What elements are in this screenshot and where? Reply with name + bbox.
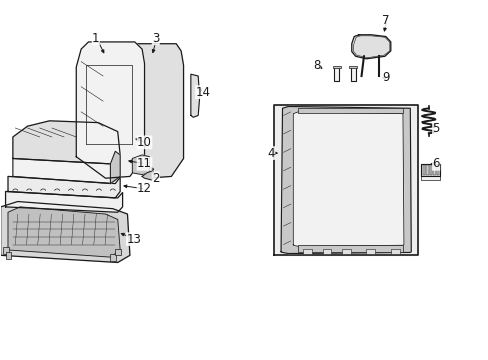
Polygon shape xyxy=(293,112,403,246)
Bar xyxy=(420,176,439,180)
Bar xyxy=(348,66,356,68)
Bar xyxy=(298,245,402,252)
Polygon shape xyxy=(8,207,120,257)
Text: 12: 12 xyxy=(137,183,152,195)
Bar xyxy=(366,249,374,254)
Bar xyxy=(432,165,435,175)
Bar xyxy=(115,249,121,255)
Text: 5: 5 xyxy=(431,122,439,135)
Polygon shape xyxy=(0,202,130,262)
Polygon shape xyxy=(8,176,120,198)
Bar xyxy=(341,249,350,254)
Bar xyxy=(422,165,425,175)
Bar xyxy=(303,249,311,254)
Bar xyxy=(322,249,330,254)
Polygon shape xyxy=(281,107,410,253)
Polygon shape xyxy=(5,192,122,212)
Text: 2: 2 xyxy=(152,172,159,185)
Text: 6: 6 xyxy=(431,157,439,170)
Polygon shape xyxy=(273,105,417,255)
Bar xyxy=(436,165,438,175)
Text: 9: 9 xyxy=(382,71,389,84)
Bar xyxy=(333,67,338,81)
Polygon shape xyxy=(132,155,149,175)
Bar xyxy=(429,165,431,175)
Polygon shape xyxy=(125,44,183,178)
Polygon shape xyxy=(190,74,199,117)
Bar xyxy=(426,165,428,175)
Text: 13: 13 xyxy=(126,233,141,246)
Bar xyxy=(3,247,9,253)
Polygon shape xyxy=(142,171,154,180)
Bar xyxy=(390,249,399,254)
Bar xyxy=(332,66,340,68)
Polygon shape xyxy=(420,164,439,176)
Polygon shape xyxy=(351,35,390,59)
Polygon shape xyxy=(13,121,120,164)
Bar xyxy=(5,252,11,259)
Polygon shape xyxy=(76,42,144,178)
Bar xyxy=(110,254,116,261)
Polygon shape xyxy=(13,155,120,184)
Polygon shape xyxy=(110,151,120,184)
Text: 3: 3 xyxy=(152,32,159,45)
Text: 8: 8 xyxy=(312,59,320,72)
Bar xyxy=(350,67,355,81)
Bar xyxy=(298,108,402,113)
Text: 1: 1 xyxy=(92,32,100,45)
Text: 4: 4 xyxy=(267,147,275,159)
Text: 14: 14 xyxy=(195,86,210,99)
Text: 7: 7 xyxy=(382,14,389,27)
Text: 11: 11 xyxy=(137,157,152,170)
Text: 10: 10 xyxy=(137,136,152,149)
